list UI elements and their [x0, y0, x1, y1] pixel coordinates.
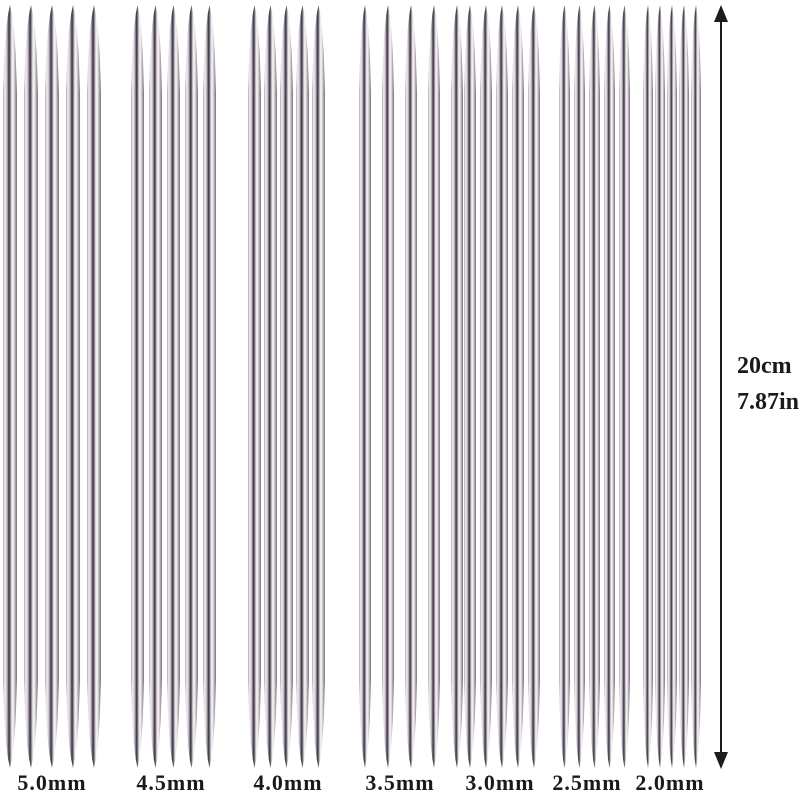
- size-label: 3.0mm: [465, 770, 535, 795]
- arrow-down-icon: [714, 752, 728, 769]
- knitting-needle: [280, 5, 293, 768]
- knitting-needle: [589, 5, 600, 768]
- measurement-arrow: [712, 5, 730, 769]
- needle-group-2.0mm: [643, 5, 701, 768]
- size-labels-row: 5.0mm 4.5mm 4.0mm 3.5mm 3.0mm 2.5mm 2.0mm: [0, 770, 800, 800]
- needle-group-3.5mm: [359, 5, 463, 768]
- knitting-needle: [167, 5, 180, 768]
- needle-group-4.0mm: [248, 5, 325, 768]
- arrow-up-icon: [714, 5, 728, 22]
- knitting-needle: [264, 5, 277, 768]
- knitting-needle: [574, 5, 585, 768]
- knitting-needle: [382, 5, 394, 768]
- knitting-needle: [679, 5, 689, 768]
- needle-group-3.0mm: [464, 5, 540, 768]
- knitting-needle: [464, 5, 476, 768]
- knitting-needle: [3, 5, 17, 768]
- knitting-needle: [131, 5, 144, 768]
- knitting-needle: [203, 5, 216, 768]
- knitting-needle: [528, 5, 540, 768]
- needle-group-2.5mm: [559, 5, 630, 768]
- knitting-needle: [512, 5, 524, 768]
- knitting-needle: [655, 5, 665, 768]
- knitting-needle: [643, 5, 653, 768]
- knitting-needle: [296, 5, 309, 768]
- size-label: 4.5mm: [136, 770, 206, 795]
- knitting-needle: [604, 5, 615, 768]
- knitting-needle: [66, 5, 80, 768]
- knitting-needle: [185, 5, 198, 768]
- knitting-needle: [451, 5, 463, 768]
- knitting-needle: [24, 5, 38, 768]
- size-label: 3.5mm: [365, 770, 435, 795]
- measurement-imperial: 7.87in: [737, 389, 800, 415]
- size-label: 2.5mm: [552, 770, 622, 795]
- needle-group-4.5mm: [131, 5, 216, 768]
- knitting-needle: [496, 5, 508, 768]
- knitting-needle: [45, 5, 59, 768]
- knitting-needle: [691, 5, 701, 768]
- size-label: 2.0mm: [635, 770, 705, 795]
- knitting-needle: [559, 5, 570, 768]
- knitting-needle: [405, 5, 417, 768]
- knitting-needle: [312, 5, 325, 768]
- knitting-needle: [428, 5, 440, 768]
- knitting-needle: [619, 5, 630, 768]
- needle-group-5.0mm: [3, 5, 101, 768]
- knitting-needle: [480, 5, 492, 768]
- measurement-metric: 20cm: [737, 353, 792, 379]
- size-label: 5.0mm: [17, 770, 87, 795]
- knitting-needle: [248, 5, 261, 768]
- knitting-needle: [667, 5, 677, 768]
- knitting-needle: [359, 5, 371, 768]
- knitting-needle: [149, 5, 162, 768]
- knitting-needle: [87, 5, 101, 768]
- measurement-label: 20cm 7.87in: [737, 348, 799, 420]
- arrow-line: [720, 17, 722, 757]
- size-label: 4.0mm: [253, 770, 323, 795]
